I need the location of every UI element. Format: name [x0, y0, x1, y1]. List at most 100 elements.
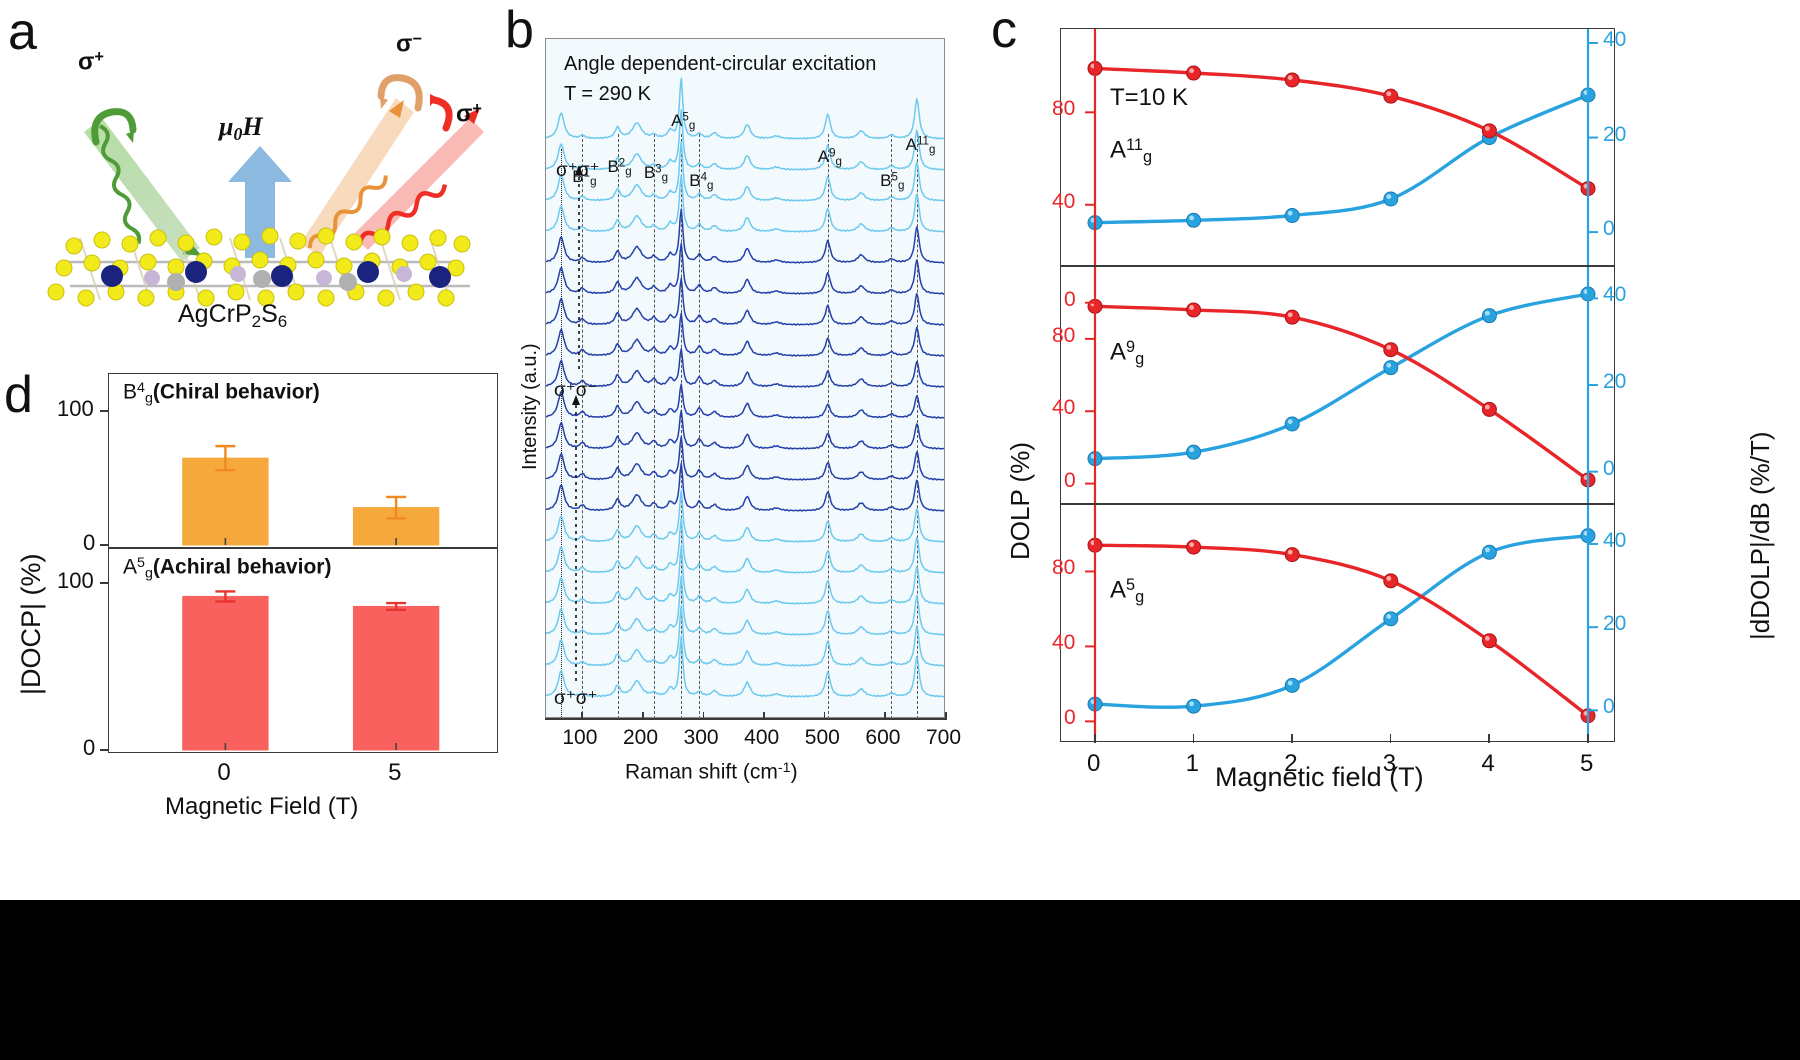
- peak-label-a9: A9g: [817, 147, 842, 169]
- panel-d-top-y-tick-mark: [100, 410, 109, 412]
- peak-label-a11: A11g: [905, 135, 936, 157]
- panel-c-subplot-1: [1060, 28, 1615, 266]
- panel-d-bottom-bars: [182, 590, 440, 751]
- panel-c-right-tick: 40: [1603, 528, 1627, 552]
- panel-b-x-tick-mark: [763, 712, 765, 720]
- panel-d-top-y-tick: 100: [57, 396, 94, 422]
- panel-c-temperature-annotation: T=10 K: [1110, 84, 1189, 111]
- bottom-black-bar: [0, 900, 1800, 1060]
- panel-d-bottom-annotation: A5g(Achiral behavior): [123, 555, 332, 582]
- panel-c-x-tick-mark: [1192, 734, 1195, 743]
- panel-d-x-tick: 0: [217, 759, 231, 786]
- panel-c-left-tick: 40: [1052, 396, 1076, 420]
- peak-label-b2: B2g: [607, 157, 632, 179]
- panel-d-letter: d: [4, 366, 33, 424]
- panel-a-illustration: [47, 74, 484, 307]
- panel-c-left-tick: 80: [1052, 97, 1076, 121]
- panel-b-title-line1: Angle dependent-circular excitation: [564, 53, 877, 75]
- panel-c-x-tick: 2: [1284, 750, 1298, 777]
- panel-c-right-tick: 20: [1603, 612, 1627, 636]
- panel-d-docp-bars: d |DOCP| (%) B4g(Chiral behavior) 100 0 A…: [0, 355, 510, 820]
- panel-c-x-axis-label: Magnetic field (T): [1215, 762, 1424, 792]
- panel-c-x-tick: 5: [1580, 750, 1594, 777]
- panel-b-x-tick-mark: [823, 712, 826, 720]
- panel-b-x-tick: 700: [926, 726, 962, 749]
- figure-canvas: a: [0, 0, 1800, 900]
- panel-c-x-tick-mark: [1094, 734, 1096, 743]
- panel-c-right-tick: 40: [1603, 28, 1627, 51]
- panel-b-x-tick: 600: [865, 726, 901, 749]
- sigma-plus-rotation-arrow: [91, 108, 137, 146]
- panel-c-right-tick: 0: [1603, 217, 1615, 241]
- panel-c-x-tick: 4: [1481, 750, 1495, 777]
- sigma-minus-rotation-arrow: [377, 74, 423, 112]
- sigma-plus-red-rotation-arrow: [430, 94, 453, 132]
- panel-c-curves-2: [1085, 267, 1598, 503]
- panel-d-top-subplot: B4g(Chiral behavior): [108, 373, 498, 548]
- polarization-label-bottom: σ⁺σ⁺: [554, 688, 598, 709]
- panel-c-x-tick-mark: [1587, 734, 1589, 743]
- sigma-reference-line: [561, 149, 563, 717]
- panel-b-x-tick-mark: [581, 712, 583, 720]
- panel-d-bottom-y-tick: 0: [83, 735, 96, 760]
- panel-c-left-tick: 0: [1064, 706, 1076, 730]
- panel-d-top-annotation: B4g(Chiral behavior): [123, 380, 320, 407]
- panel-b-x-axis-line: [545, 718, 945, 720]
- panel-c-right-tick: 0: [1603, 695, 1615, 719]
- panel-b-x-tick: 200: [622, 726, 659, 749]
- material-formula-label: AgCrP2S6: [178, 300, 288, 331]
- panel-c-left-tick: 80: [1052, 323, 1076, 347]
- panel-b-x-tick-mark: [884, 712, 886, 720]
- panel-c-mode-label-1: A11g: [1110, 136, 1153, 167]
- peak-guide-line: [681, 134, 683, 717]
- panel-c-x-tick: 3: [1382, 750, 1397, 777]
- panel-c-left-tick: 0: [1064, 287, 1076, 311]
- panel-d-bottom-y-tick-mark: [100, 749, 109, 751]
- panel-b-plot-frame: Angle dependent-circular excitation T = …: [545, 38, 945, 718]
- panel-b-letter: b: [505, 1, 534, 59]
- panel-c-left-tick: 40: [1052, 189, 1076, 213]
- peak-label-a5: A5g: [671, 111, 696, 133]
- polarization-label-top: σ⁺σ⁺: [556, 160, 600, 181]
- panel-b-y-axis-label: Intensity (a.u.): [519, 343, 541, 470]
- peak-guide-line: [827, 134, 829, 717]
- panel-b-x-tick-mark: [641, 712, 644, 720]
- panel-b-x-tick-mark: [702, 712, 705, 720]
- panel-b-raman-spectra: b Intensity (a.u.) Angle dependent-circu…: [505, 0, 985, 800]
- panel-d-x-axis-label: Magnetic Field (T): [165, 793, 359, 820]
- peak-guide-line: [653, 134, 655, 717]
- polarization-label-middle: σ⁺σ⁻: [554, 380, 598, 401]
- panel-c-x-tick-mark: [1291, 734, 1293, 743]
- panel-d-bottom-y-tick: 100: [57, 568, 94, 594]
- panel-c-left-axis-label: DOLP (%): [1005, 442, 1035, 560]
- panel-b-x-tick-mark: [945, 712, 947, 720]
- panel-c-subplot-2: [1060, 266, 1615, 504]
- panel-c-x-tick: 0: [1087, 750, 1101, 777]
- panel-b-x-axis-label: Raman shift (cm-1): [625, 760, 798, 784]
- incident-polarization-label: σ+: [78, 48, 104, 76]
- panel-d-y-axis-label: |DOCP| (%): [16, 553, 46, 695]
- panel-d-top-bars: [182, 444, 440, 546]
- peak-guide-line: [891, 134, 893, 717]
- peak-label-b3: B3g: [643, 163, 668, 185]
- panel-b-title-line2: T = 290 K: [564, 83, 651, 105]
- panel-c-right-axis-label: |dDOLP|/dB (%/T): [1745, 431, 1775, 640]
- scattered-sigma-minus-label: σ−: [396, 30, 422, 58]
- panel-d-top-y-tick: 0: [83, 530, 96, 555]
- panel-b-x-tick: 500: [804, 726, 840, 749]
- panel-a-letter: a: [8, 3, 37, 61]
- panel-b-x-tick: 100: [562, 726, 598, 749]
- peak-guide-line: [699, 134, 701, 717]
- peak-label-b4: B4g: [689, 171, 714, 193]
- panel-c-x-tick: 1: [1185, 750, 1199, 777]
- magnetic-field-label: μ0H: [219, 112, 263, 144]
- silver-atoms: [167, 270, 357, 291]
- panel-c-letter: c: [991, 1, 1017, 59]
- peak-label-b1: B1g: [572, 167, 597, 189]
- panel-d-bottom-y-tick-mark: [100, 582, 109, 584]
- raman-spectra-curves: [546, 77, 944, 698]
- phosphorus-atoms: [144, 266, 412, 286]
- panel-d-bottom-subplot: A5g(Achiral behavior): [108, 548, 498, 753]
- panel-d-x-tick: 5: [388, 759, 402, 786]
- panel-c-right-tick: 20: [1603, 370, 1627, 393]
